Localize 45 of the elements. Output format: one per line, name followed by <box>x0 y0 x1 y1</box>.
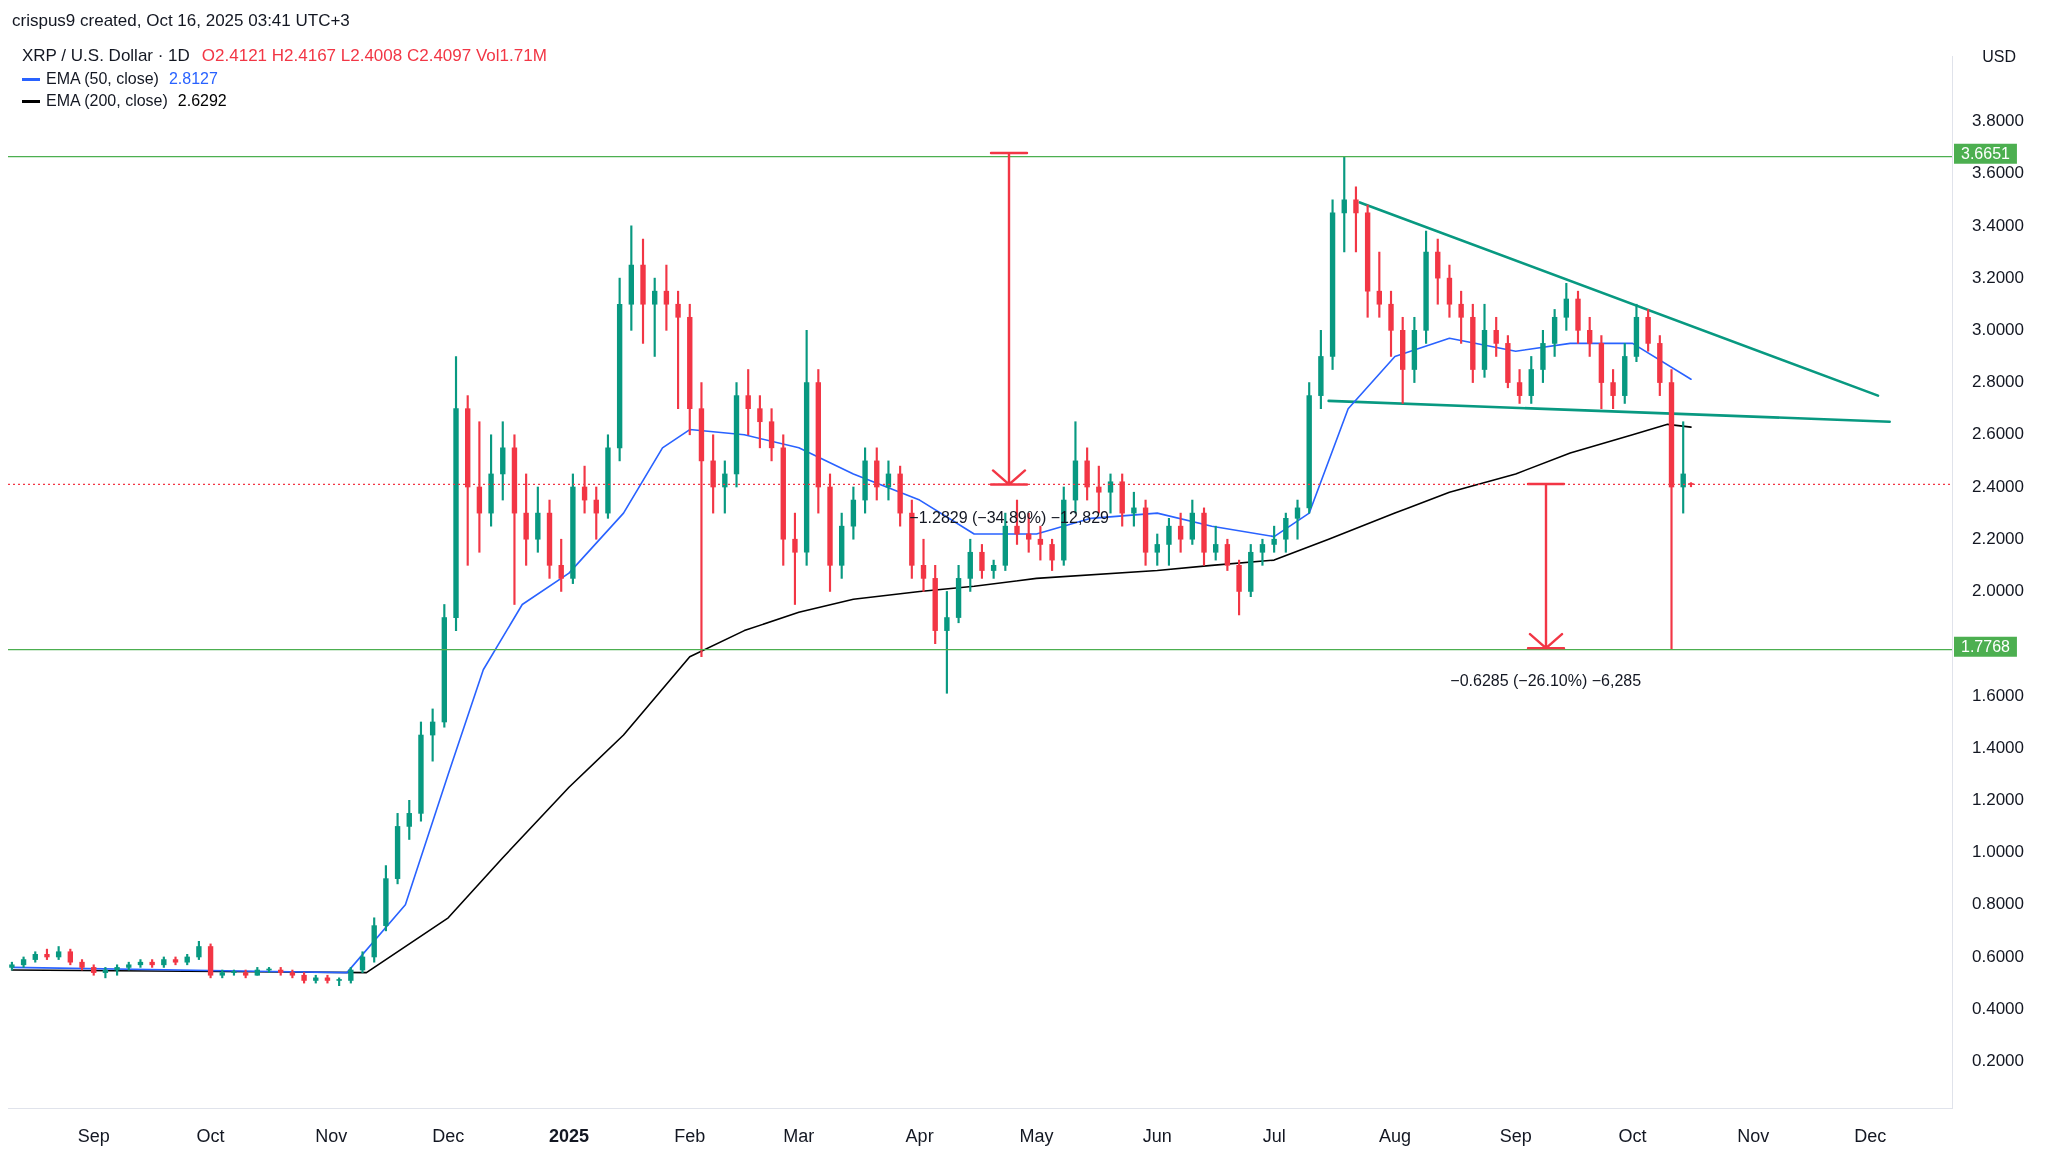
x-tick-label: Dec <box>1854 1126 1887 1147</box>
y-tick-label: 3.0000 <box>1972 320 2024 340</box>
y-tick-label: 0.2000 <box>1972 1051 2024 1071</box>
x-tick-label: May <box>1019 1126 1054 1147</box>
y-axis-title: USD <box>1982 48 2016 66</box>
x-tick-label: Dec <box>432 1126 465 1147</box>
ref-line-label: 1.7768 <box>1961 638 2011 656</box>
x-tick-label: Oct <box>1618 1126 1647 1147</box>
x-tick-label: Nov <box>1737 1126 1770 1147</box>
annotation: −0.6285 (−26.10%) −6,285 <box>1450 671 1642 690</box>
x-tick-label: Apr <box>905 1126 934 1147</box>
x-tick-label: Sep <box>1499 1126 1532 1147</box>
y-tick-label: 3.2000 <box>1972 267 2024 287</box>
y-tick-label: 3.6000 <box>1972 163 2024 183</box>
chart-subtitle: O2.4121 H2.4167 L2.4008 C2.4097 Vol1.71M <box>201 46 547 65</box>
y-tick-label: 1.2000 <box>1972 790 2024 809</box>
ref-line-label: 3.6651 <box>1961 145 2011 163</box>
annotation: 2.8127 <box>168 69 218 89</box>
y-tick-label: 1.6000 <box>1972 685 2024 705</box>
y-tick-label: 3.8000 <box>1972 111 2024 131</box>
y-tick-label: 2.4000 <box>1972 476 2024 496</box>
x-tick-label: Sep <box>77 1126 110 1147</box>
x-tick-label: Jul <box>1262 1126 1286 1147</box>
y-tick-label: 3.4000 <box>1972 215 2024 235</box>
y-tick-label: 2.2000 <box>1972 528 2024 548</box>
y-tick-label: 0.8000 <box>1972 894 2024 914</box>
y-tick-label: 2.0000 <box>1972 581 2024 601</box>
x-tick-label: Mar <box>783 1126 815 1147</box>
y-tick-label: 0.4000 <box>1972 998 2024 1018</box>
chart-title: XRP / U.S. Dollar · 1D <box>22 46 190 65</box>
legend-label: EMA (50, close) <box>46 69 159 89</box>
annotation: 2.6292 <box>177 91 227 111</box>
y-tick-label: 1.4000 <box>1972 737 2024 757</box>
x-tick-label: Nov <box>315 1126 348 1147</box>
x-tick-label: Feb <box>674 1126 706 1147</box>
y-tick-label: 0.6000 <box>1972 946 2024 966</box>
x-tick-label: Aug <box>1378 1126 1411 1147</box>
text: crispus9 created, Oct 16, 2025 03:41 UTC+3 <box>11 10 351 32</box>
x-tick-label: 2025 <box>548 1126 590 1147</box>
x-tick-label: Jun <box>1142 1126 1172 1147</box>
y-tick-label: 1.0000 <box>1972 842 2024 862</box>
y-tick-label: 2.8000 <box>1972 372 2024 392</box>
x-tick-label: Oct <box>196 1126 225 1147</box>
legend-label: EMA (200, close) <box>46 91 168 111</box>
y-tick-label: 2.6000 <box>1972 424 2024 444</box>
